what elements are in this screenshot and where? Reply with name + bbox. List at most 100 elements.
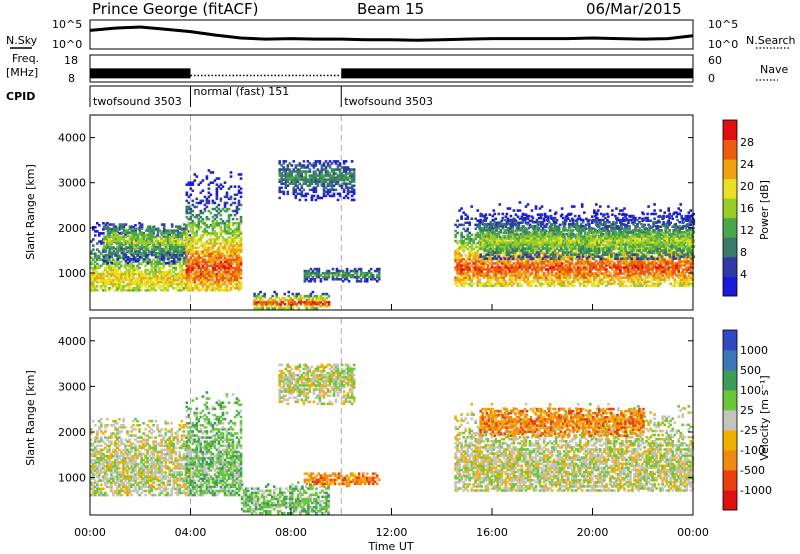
velocity-band-1 xyxy=(185,391,243,497)
time-axis-label: Time UT xyxy=(367,540,413,553)
power-y-tick-label-0: 1000 xyxy=(58,267,86,280)
velocity-band-4 xyxy=(303,472,381,488)
freq-right-tick-bottom: 0 xyxy=(708,72,715,85)
velocity-colorbar-tick-0: 1000 xyxy=(740,344,768,357)
cpid-label-0: twofsound 3503 xyxy=(93,95,182,108)
power-y-tick-label-3: 4000 xyxy=(58,132,86,145)
time-tick-label-2: 08:00 xyxy=(275,526,307,539)
power-colorbar-swatch-1 xyxy=(723,256,737,277)
velocity-colorbar-swatch-5 xyxy=(723,390,737,411)
velocity-colorbar-tick-2: 100 xyxy=(740,384,761,397)
time-tick-label-1: 04:00 xyxy=(175,526,207,539)
noise-series xyxy=(89,25,694,42)
freq-band-0 xyxy=(90,68,191,79)
power-colorbar: 4 8 12 16 20 24 28 xyxy=(722,119,754,297)
power-band-4 xyxy=(278,160,356,202)
power-y-ticks: 1000 2000 3000 4000 xyxy=(58,132,693,280)
velocity-colorbar-swatch-1 xyxy=(723,470,737,491)
velocity-y-tick-label-0: 1000 xyxy=(58,472,86,485)
date-title: 06/Mar/2015 xyxy=(586,0,682,18)
velocity-colorbar-tick-6: -500 xyxy=(740,464,765,477)
power-ylabel: Slant Range [km] xyxy=(24,164,37,260)
freq-label-line1: Freq. xyxy=(12,52,39,65)
power-colorbar-tick-5: 24 xyxy=(740,158,754,171)
time-tick-label-0: 00:00 xyxy=(74,526,106,539)
power-colorbar-frame xyxy=(722,119,738,297)
power-colorbar-label: Power [dB] xyxy=(758,180,771,240)
velocity-colorbar-swatch-0 xyxy=(723,490,737,511)
noise-panel xyxy=(89,19,694,50)
velocity-colorbar-swatch-4 xyxy=(723,410,737,431)
velocity-colorbar-tick-4: -25 xyxy=(740,424,758,437)
velocity-band-5 xyxy=(454,403,695,492)
freq-label-line2: [MHz] xyxy=(6,66,38,79)
velocity-colorbar-tick-3: 25 xyxy=(740,404,754,417)
power-y-tick-label-2: 3000 xyxy=(58,177,86,190)
velocity-colorbar-tick-5: -100 xyxy=(740,444,765,457)
freq-left-tick-top: 18 xyxy=(64,54,78,67)
power-colorbar-swatch-3 xyxy=(723,217,737,238)
cpid-label: CPID xyxy=(6,90,35,103)
velocity-y-ticks: 1000 2000 3000 4000 xyxy=(58,335,693,485)
velocity-colorbar-swatch-8 xyxy=(723,330,737,351)
velocity-y-tick-label-3: 4000 xyxy=(58,335,86,348)
velocity-colorbar-swatch-2 xyxy=(723,450,737,471)
power-band-3 xyxy=(253,290,331,310)
power-band-5 xyxy=(303,267,381,283)
velocity-colorbar: 1000 500 100 25 -25 -100 -500 -1000 xyxy=(722,329,772,511)
power-colorbar-tick-4: 20 xyxy=(740,180,754,193)
velocity-colorbar-swatch-3 xyxy=(723,430,737,451)
power-heatmap xyxy=(90,115,696,310)
frequency-series xyxy=(90,68,693,79)
velocity-colorbar-swatch-7 xyxy=(723,350,737,371)
cpid-label-1: normal (fast) 151 xyxy=(194,85,290,98)
noise-left-tick-top: 10^5 xyxy=(52,18,82,31)
cpid-label-2: twofsound 3503 xyxy=(344,95,433,108)
nave-label: Nave xyxy=(760,63,788,76)
power-y-tick-label-1: 2000 xyxy=(58,222,86,235)
power-colorbar-swatch-6 xyxy=(723,159,737,180)
beam-title: Beam 15 xyxy=(357,0,424,18)
velocity-y-tick-label-1: 2000 xyxy=(58,426,86,439)
power-colorbar-swatch-8 xyxy=(723,120,737,140)
velocity-band-3 xyxy=(278,363,356,406)
velocity-colorbar-tick-1: 500 xyxy=(740,364,761,377)
station-title: Prince George (fitACF) xyxy=(92,0,258,18)
noise-line xyxy=(89,25,694,42)
power-colorbar-tick-6: 28 xyxy=(740,136,754,149)
velocity-y-tick-label-2: 3000 xyxy=(58,380,86,393)
time-tick-label-3: 12:00 xyxy=(376,526,408,539)
freq-band-2 xyxy=(341,68,693,79)
power-colorbar-tick-3: 16 xyxy=(740,202,754,215)
freq-left-tick-bottom: 8 xyxy=(68,72,75,85)
velocity-heatmap xyxy=(90,318,695,515)
power-colorbar-swatch-5 xyxy=(723,178,737,199)
power-colorbar-tick-1: 8 xyxy=(740,246,747,259)
noise-right-tick-top: 10^5 xyxy=(708,18,738,31)
time-axis-ticks: 00:00 04:00 08:00 12:00 16:00 20:00 00:00 xyxy=(74,304,709,539)
time-tick-label-6: 00:00 xyxy=(677,526,709,539)
velocity-band-6 xyxy=(479,407,645,438)
power-colorbar-swatch-0 xyxy=(723,276,737,297)
velocity-ylabel: Slant Range [km] xyxy=(24,370,37,466)
freq-right-tick-top: 60 xyxy=(708,54,722,67)
velocity-band-2 xyxy=(240,481,330,515)
cpid-segments: twofsound 3503 normal (fast) 151 twofsound… xyxy=(89,85,433,108)
power-colorbar-tick-0: 4 xyxy=(740,268,747,281)
nsearch-label: N.Search xyxy=(746,34,796,47)
velocity-band-0 xyxy=(90,417,192,497)
noise-left-tick-bottom: 10^0 xyxy=(52,38,82,51)
power-colorbar-swatch-2 xyxy=(723,237,737,258)
power-colorbar-swatch-4 xyxy=(723,198,737,219)
noise-right-tick-bottom: 10^0 xyxy=(708,38,738,51)
power-colorbar-tick-2: 12 xyxy=(740,224,754,237)
power-band-7 xyxy=(479,212,696,260)
power-band-1 xyxy=(102,223,188,265)
velocity-colorbar-frame xyxy=(722,329,738,511)
nsky-label: N.Sky xyxy=(6,34,38,47)
velocity-colorbar-swatch-6 xyxy=(723,370,737,391)
velocity-colorbar-tick-7: -1000 xyxy=(740,484,772,497)
velocity-colorbar-label: Velocity [m s⁻¹] xyxy=(758,375,771,460)
time-tick-label-4: 16:00 xyxy=(476,526,508,539)
